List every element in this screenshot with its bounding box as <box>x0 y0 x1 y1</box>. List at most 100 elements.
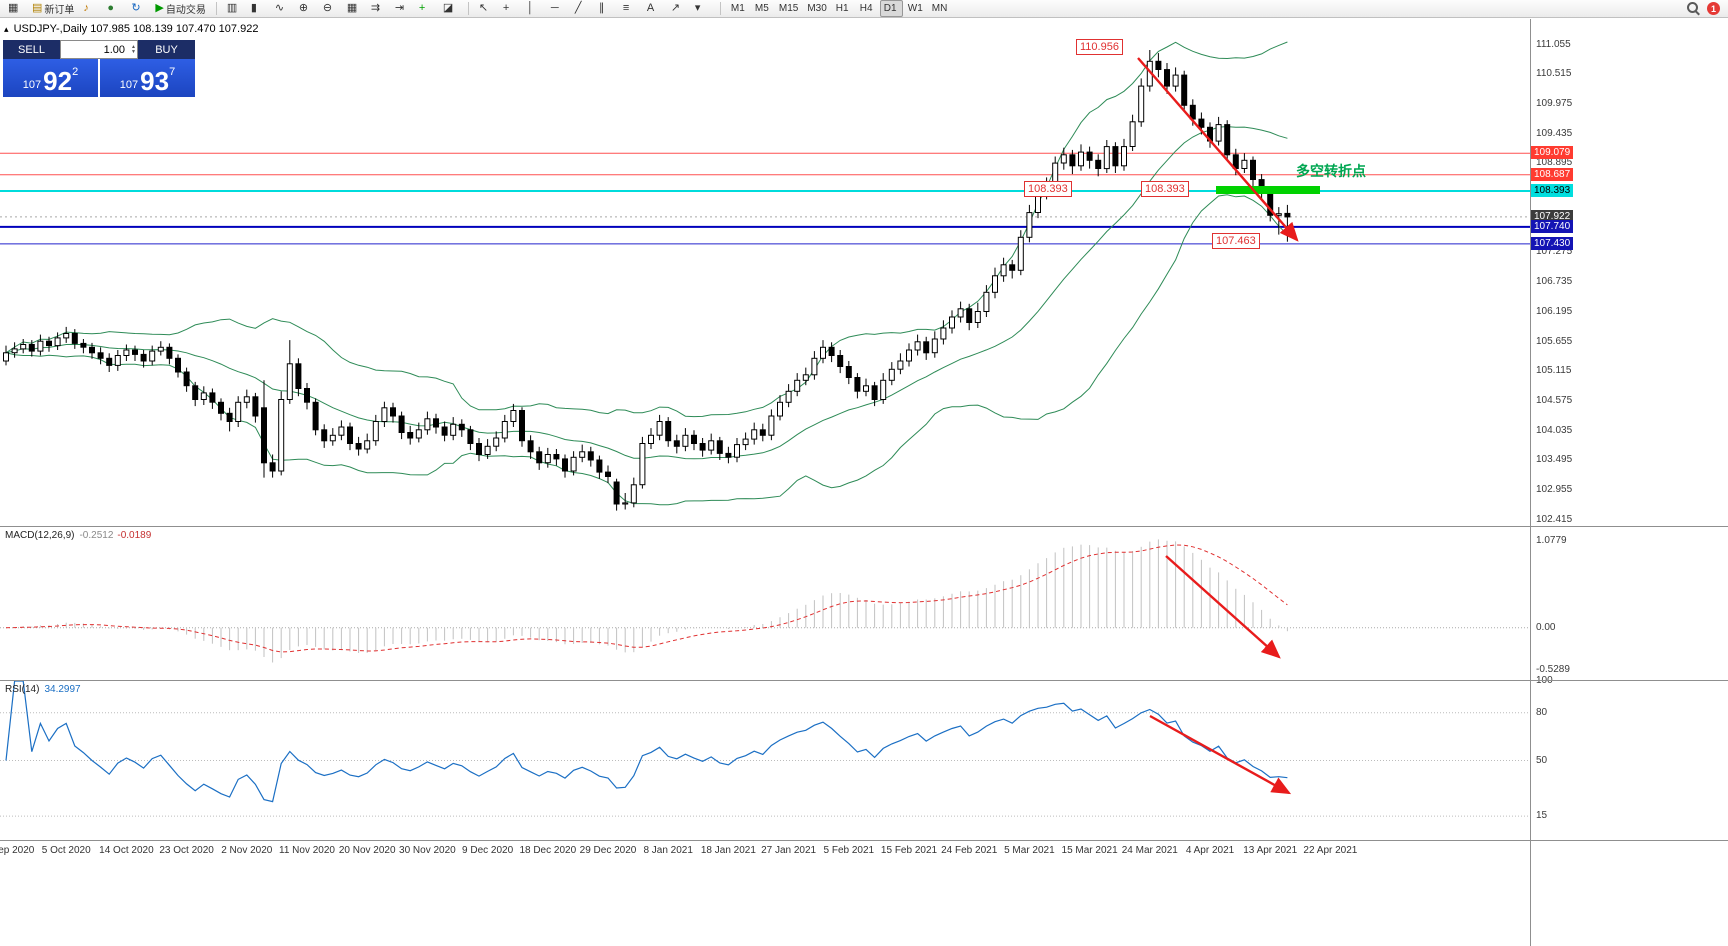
toolbar-group-drawing: ↖ + │ ─ ╱ ∥ ≡ A ↗ ▾ <box>475 0 714 17</box>
candle-chart[interactable]: ▮ <box>247 0 270 17</box>
buy-button[interactable]: BUY <box>138 40 195 59</box>
date-label: 9 Dec 2020 <box>462 845 514 856</box>
sell-button[interactable]: SELL <box>3 40 60 59</box>
tf-h1[interactable]: H1 <box>832 0 855 17</box>
line-chart[interactable]: ∿ <box>271 0 294 17</box>
price-tag: 108.687 <box>1531 167 1574 181</box>
volume-value: 1.00 <box>103 43 125 56</box>
search-icon[interactable] <box>1687 2 1700 15</box>
date-label: 22 Apr 2021 <box>1303 845 1358 856</box>
price-callout-box[interactable]: 110.956 <box>1076 39 1123 55</box>
sound-alert[interactable]: ♪ <box>79 0 102 17</box>
sell-price[interactable]: 107 92 2 <box>3 59 98 97</box>
pane-separator-rsi[interactable] <box>0 680 1728 681</box>
date-label: 24 Feb 2021 <box>941 845 998 856</box>
new-order[interactable]: ▤ 新订单 <box>28 0 78 17</box>
support-zone-bar[interactable] <box>1216 186 1320 194</box>
zoom-out[interactable]: ⊖ <box>319 0 342 17</box>
date-label: 24 Mar 2021 <box>1121 845 1178 856</box>
price-callout-box[interactable]: 108.393 <box>1024 181 1072 197</box>
sell-price-point: 2 <box>72 66 79 78</box>
tf-h4[interactable]: H4 <box>856 0 879 17</box>
channel-icon: ∥ <box>598 2 605 14</box>
time-axis[interactable]: 24 Sep 2020 5 Oct 2020 14 Oct 2020 23 Oct 2… <box>0 841 1530 861</box>
bar-chart[interactable]: ▥ <box>223 0 246 17</box>
pane-separator-macd[interactable] <box>0 526 1728 527</box>
arrows-tool[interactable]: ↗ <box>667 0 690 17</box>
volume-spinner[interactable]: ▲ ▼ <box>131 42 136 57</box>
symbol-period-label: USDJPY-,Daily <box>13 23 88 35</box>
tf-mn[interactable]: MN <box>928 0 952 17</box>
sell-price-pips: 92 <box>43 66 73 96</box>
crosshair[interactable]: + <box>499 0 522 17</box>
date-label: 23 Oct 2020 <box>159 845 214 856</box>
buy-price[interactable]: 107 93 7 <box>100 59 195 97</box>
price-axis-tick: 102.415 <box>1536 513 1573 525</box>
date-label: 8 Jan 2021 <box>643 845 693 856</box>
auto-trading[interactable]: ▶ 自动交易 <box>151 0 209 17</box>
zoom-in[interactable]: ⊕ <box>295 0 318 17</box>
trendline[interactable]: ╱ <box>571 0 594 17</box>
price-callout-box[interactable]: 108.393 <box>1141 181 1189 197</box>
date-label: 18 Jan 2021 <box>700 845 756 856</box>
zoom-out-icon: ⊖ <box>322 2 333 14</box>
horizontal-line[interactable]: ─ <box>547 0 570 17</box>
price-axis-tick: 104.035 <box>1536 424 1573 436</box>
ohlc-info-line: ▴ USDJPY-,Daily 107.985 108.139 107.470 … <box>4 23 258 35</box>
turning-point-annotation[interactable]: 多空转折点 <box>1296 163 1366 179</box>
tf-m30[interactable]: M30 <box>803 0 830 17</box>
spinner-up-icon[interactable]: ▲ <box>131 43 136 50</box>
tf-d1[interactable]: D1 <box>879 0 903 17</box>
cursor-icon: ↖ <box>478 2 489 14</box>
auto-trading-icon: ▶ <box>155 2 164 14</box>
templates[interactable]: ◪ <box>439 0 462 17</box>
date-label: 18 Dec 2020 <box>519 845 577 856</box>
toolbar-separator <box>467 2 469 15</box>
horizontal-level-lines[interactable] <box>0 152 1530 245</box>
price-axis-tick: 111.055 <box>1536 38 1571 50</box>
refresh-icon: ↻ <box>131 2 141 14</box>
price-tag: 107.740 <box>1531 219 1574 233</box>
price-axis-tick: 105.655 <box>1536 335 1573 347</box>
date-label: 5 Oct 2020 <box>41 845 91 856</box>
tf-m15-label: M15 <box>778 3 799 14</box>
macd-name: MACD(12,26,9) <box>5 530 75 541</box>
rsi-axis-tick: 50 <box>1536 754 1548 766</box>
notification-badge[interactable]: 1 <box>1707 2 1720 15</box>
channel[interactable]: ∥ <box>595 0 618 17</box>
date-label: 4 Apr 2021 <box>1185 845 1235 856</box>
price-callout-box[interactable]: 107.463 <box>1212 233 1260 249</box>
price-axis[interactable]: 111.055 110.515 109.975 109.435 108.895 108.3… <box>1530 19 1728 946</box>
trend-arrows[interactable] <box>1137 57 1299 795</box>
refresh[interactable]: ↻ <box>127 0 150 17</box>
tf-m15[interactable]: M15 <box>775 0 802 17</box>
macd-label: MACD(12,26,9) -0.2512 -0.0189 <box>5 530 151 541</box>
buy-price-point: 7 <box>169 66 176 78</box>
vertical-line[interactable]: │ <box>523 0 546 17</box>
volume-input[interactable]: 1.00 ▲ ▼ <box>60 40 138 59</box>
horizontal-line-icon: ─ <box>550 2 559 14</box>
macd-axis-tick: 0.00 <box>1536 621 1556 633</box>
shapes[interactable]: ▾ <box>691 0 714 17</box>
price-tag: 108.393 <box>1531 183 1574 197</box>
tf-m5[interactable]: M5 <box>751 0 774 17</box>
tf-m1[interactable]: M1 <box>727 0 750 17</box>
indicators[interactable]: + <box>415 0 438 17</box>
spinner-down-icon[interactable]: ▼ <box>131 48 136 55</box>
price-axis-tick: 103.495 <box>1536 454 1573 466</box>
auto-scroll[interactable]: ⇉ <box>367 0 390 17</box>
tile-windows[interactable]: ▦ <box>343 0 366 17</box>
new-chart[interactable]: ▦ <box>4 0 27 17</box>
chart-shift[interactable]: ⇥ <box>391 0 414 17</box>
community[interactable]: ● <box>103 0 126 17</box>
text-tool[interactable]: A <box>643 0 666 17</box>
tf-w1[interactable]: W1 <box>904 0 927 17</box>
cursor[interactable]: ↖ <box>475 0 498 17</box>
bar-chart-icon: ▥ <box>226 2 238 14</box>
date-label: 2 Nov 2020 <box>221 845 273 856</box>
new-chart-icon: ▦ <box>8 2 19 14</box>
trendline-icon: ╱ <box>574 2 582 14</box>
fibonacci[interactable]: ≡ <box>619 0 642 17</box>
toolbar-separator <box>719 2 721 15</box>
price-axis-tick: 108.895 <box>1536 157 1573 169</box>
